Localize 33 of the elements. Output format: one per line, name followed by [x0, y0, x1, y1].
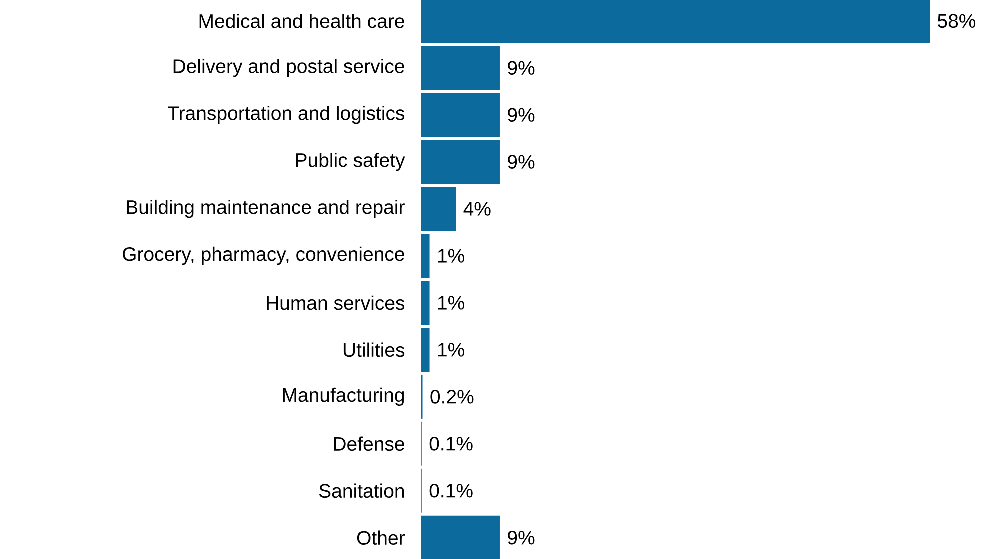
data-label: 0.1%: [430, 437, 473, 451]
data-label: 1%: [438, 343, 464, 357]
bar: [421, 187, 456, 232]
bar: [421, 234, 430, 278]
y-tick-label: Human services: [267, 296, 405, 310]
y-tick-label: Public safety: [296, 152, 406, 172]
data-label: 0.1%: [430, 484, 473, 498]
data-label: 4%: [464, 202, 491, 216]
bar: [421, 46, 500, 90]
y-tick-label: Defense: [334, 436, 404, 452]
y-tick-label: Utilities: [344, 342, 405, 358]
data-label: 0.2%: [430, 390, 474, 404]
y-tick-label: Manufacturing: [283, 388, 404, 406]
bar: [421, 328, 430, 372]
y-tick-label: Sanitation: [319, 484, 404, 498]
data-label: 1%: [438, 296, 464, 310]
data-label: 9%: [508, 530, 535, 545]
bar: [421, 516, 500, 559]
data-label: 58%: [938, 14, 976, 28]
y-tick-label: Transportation and logistics: [168, 106, 405, 124]
y-tick-label: Medical and health care: [200, 14, 404, 28]
bar: [421, 93, 500, 138]
bar: [421, 280, 430, 325]
y-tick-label: Building maintenance and repair: [127, 200, 405, 218]
bar: [421, 140, 500, 184]
data-label: 9%: [508, 155, 535, 169]
bar: [421, 0, 930, 44]
y-tick-label: Grocery, pharmacy, convenience: [123, 246, 404, 266]
data-label: 1%: [438, 249, 464, 263]
data-label: 9%: [508, 108, 535, 122]
y-tick-label: Delivery and postal service: [174, 59, 404, 78]
data-label: 9%: [508, 61, 535, 76]
y-tick-label: Other: [357, 530, 405, 546]
